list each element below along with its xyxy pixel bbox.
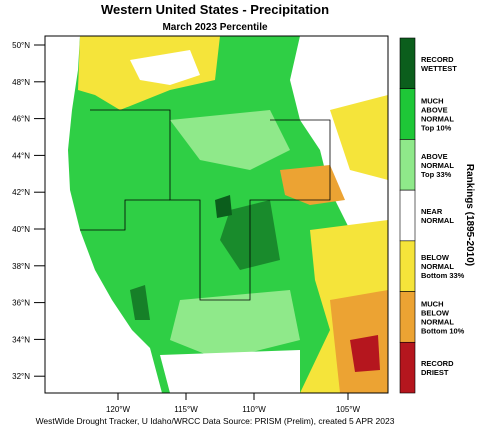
legend-label: MUCH [421,299,444,308]
legend-label: NEAR [421,207,443,216]
legend-label: DRIEST [421,368,449,377]
legend-label: ABOVE [421,106,448,115]
legend-label: ABOVE [421,152,448,161]
legend-label: Top 10% [421,124,452,133]
lon-label: 115°W [174,405,198,414]
legend-label: NORMAL [421,115,454,124]
legend-label: MUCH [421,97,444,106]
legend-label: NORMAL [421,161,454,170]
title: Western United States - Precipitation [101,2,329,17]
lon-label: 105°W [336,405,361,414]
lat-label: 42°N [12,188,30,197]
lon-label: 110°W [242,405,266,414]
legend-label: Bottom 10% [421,326,465,335]
legend-swatch [399,189,416,242]
legend-swatch [399,341,416,394]
legend-label: NORMAL [421,317,454,326]
legend-swatch [399,88,416,140]
lat-label: 38°N [12,262,30,271]
legend-title: Rankings (1895-2010) [464,164,475,266]
lat-label: 32°N [12,372,30,381]
legend-swatch [399,240,416,292]
lon-label: 120°W [106,405,131,414]
legend-swatch [399,37,416,90]
legend-label: NORMAL [421,216,454,225]
lat-label: 44°N [12,151,30,160]
legend-label: Bottom 33% [421,271,465,280]
legend-label: WETTEST [421,64,457,73]
legend-swatch [399,139,416,191]
map [44,35,389,394]
footer: WestWide Drought Tracker, U Idaho/WRCC D… [36,416,395,426]
subtitle: March 2023 Percentile [162,22,267,33]
lat-label: 46°N [12,115,30,124]
legend-label: BELOW [421,253,450,262]
legend-label: BELOW [421,308,450,317]
legend-label: RECORD [421,55,454,64]
lat-label: 36°N [12,299,30,308]
legend-label: NORMAL [421,262,454,271]
legend-swatch [399,291,416,343]
lat-label: 34°N [12,335,30,344]
lat-label: 40°N [12,225,30,234]
lat-label: 48°N [12,78,30,87]
legend-label: Top 33% [421,170,452,179]
legend-label: RECORD [421,359,454,368]
lat-label: 50°N [12,41,30,50]
